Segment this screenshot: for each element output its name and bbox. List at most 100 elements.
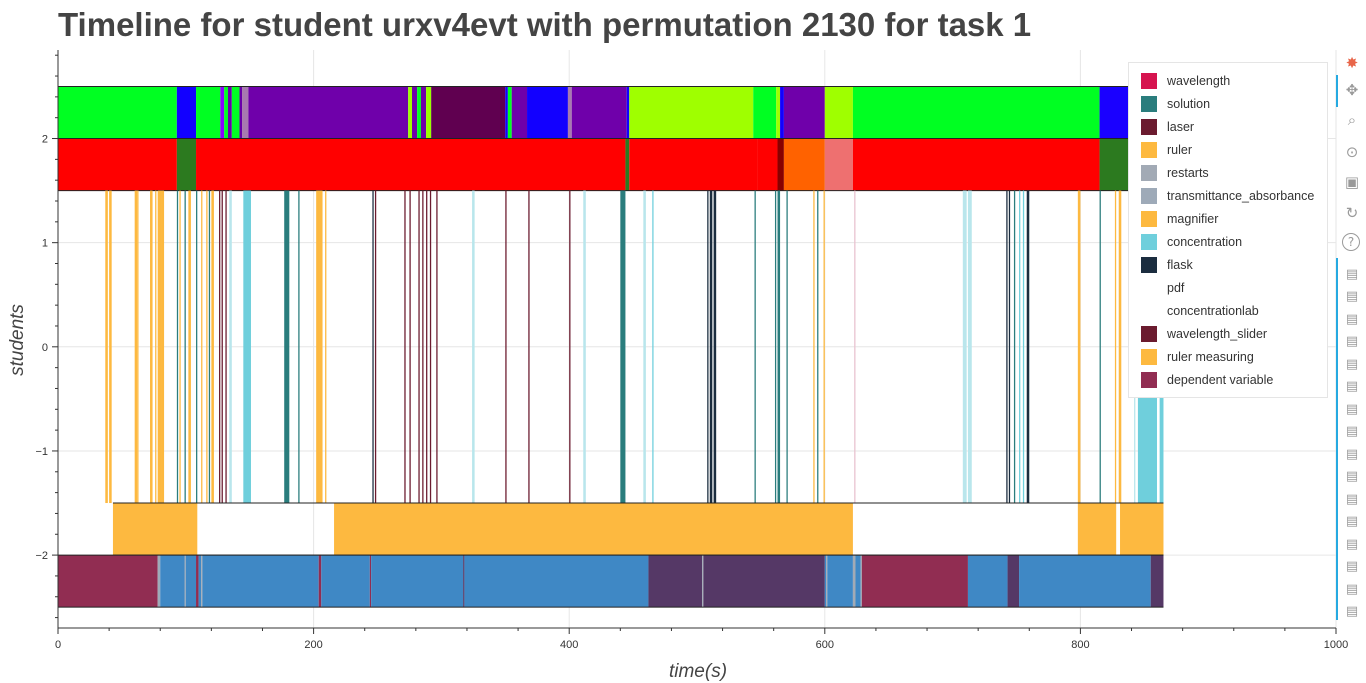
timeline-segment bbox=[319, 190, 323, 504]
hover-icon[interactable]: ▤ bbox=[1345, 334, 1359, 349]
timeline-segment bbox=[109, 190, 112, 504]
legend-swatch bbox=[1141, 279, 1157, 296]
legend-item[interactable]: concentration bbox=[1129, 230, 1327, 253]
legend-swatch bbox=[1141, 233, 1157, 250]
timeline-segment bbox=[709, 190, 713, 504]
timeline-segment bbox=[1022, 190, 1025, 504]
timeline-segment bbox=[325, 190, 327, 504]
hover-icon[interactable]: ▤ bbox=[1345, 401, 1359, 417]
pan-icon[interactable]: ✥ bbox=[1345, 81, 1359, 99]
legend-item[interactable]: pdf bbox=[1129, 276, 1327, 299]
timeline-segment bbox=[827, 555, 853, 608]
legend-label: flask bbox=[1167, 257, 1193, 272]
x-tick-label: 400 bbox=[560, 639, 578, 651]
timeline-segment bbox=[652, 190, 654, 504]
legend-label: concentrationlab bbox=[1167, 303, 1259, 318]
timeline-segment bbox=[757, 138, 778, 191]
timeline-segment bbox=[583, 190, 586, 504]
legend-label: solution bbox=[1167, 96, 1211, 111]
legend-item[interactable]: flask bbox=[1129, 253, 1327, 276]
legend-swatch bbox=[1141, 348, 1157, 365]
active-tool-indicator bbox=[1336, 258, 1338, 620]
timeline-segment bbox=[242, 86, 249, 139]
timeline-segment bbox=[179, 190, 181, 504]
wheel-zoom-icon[interactable]: ⊙ bbox=[1345, 143, 1359, 161]
timeline-segment bbox=[243, 190, 251, 504]
reset-icon[interactable]: ↻ bbox=[1345, 204, 1359, 222]
plot-toolbar: ✸ ✥ ⌕ ⊙ ▣ ↻? ▤ ▤ ▤ ▤ ▤ ▤ ▤ ▤ ▤ ▤ ▤ ▤ ▤ ▤ ▤ ▤ bbox=[1336, 50, 1366, 640]
timeline-segment bbox=[188, 190, 191, 504]
hover-icon[interactable]: ▤ bbox=[1345, 491, 1359, 507]
legend-item[interactable]: magnifier bbox=[1129, 207, 1327, 230]
hover-icon[interactable]: ▤ bbox=[1345, 469, 1359, 484]
timeline-segment bbox=[505, 190, 507, 504]
timeline-segment bbox=[404, 190, 406, 504]
hover-icon[interactable]: ▤ bbox=[1345, 266, 1359, 282]
legend-item[interactable]: transmittance_absorbance bbox=[1129, 184, 1327, 207]
legend-item[interactable]: ruler bbox=[1129, 138, 1327, 161]
timeline-segment bbox=[196, 190, 198, 504]
hover-icon[interactable]: ▤ bbox=[1345, 536, 1359, 552]
timeline-segment bbox=[202, 555, 319, 608]
legend-item[interactable]: wavelength bbox=[1129, 69, 1327, 92]
timeline-segment bbox=[777, 190, 781, 504]
timeline-segment bbox=[527, 86, 568, 139]
timeline-segment bbox=[753, 86, 777, 139]
timeline-segment bbox=[1077, 190, 1081, 504]
y-tick-label: 2 bbox=[42, 134, 48, 146]
timeline-segment bbox=[854, 190, 856, 504]
legend-swatch bbox=[1141, 302, 1157, 319]
help-icon[interactable]: ? bbox=[1342, 233, 1360, 251]
timeline-segment bbox=[648, 555, 703, 608]
hover-icon[interactable]: ▤ bbox=[1345, 356, 1359, 372]
y-axis-label: students bbox=[7, 304, 28, 376]
timeline-segment bbox=[962, 190, 967, 504]
hover-icon[interactable]: ▤ bbox=[1345, 559, 1359, 574]
timeline-segment bbox=[220, 86, 225, 139]
legend-item[interactable]: solution bbox=[1129, 92, 1327, 115]
legend-label: magnifier bbox=[1167, 211, 1219, 226]
save-icon[interactable]: ▣ bbox=[1344, 173, 1360, 191]
hover-icon[interactable]: ▤ bbox=[1345, 446, 1359, 462]
hover-icon[interactable]: ▤ bbox=[1345, 311, 1359, 327]
timeline-segment bbox=[528, 190, 530, 504]
timeline-segment bbox=[417, 86, 421, 139]
hover-icon[interactable]: ▤ bbox=[1345, 514, 1359, 529]
timeline-segment bbox=[826, 555, 828, 608]
legend-swatch bbox=[1141, 187, 1157, 204]
legend-item[interactable]: restarts bbox=[1129, 161, 1327, 184]
activity-segments bbox=[58, 85, 1164, 608]
timeline-segment bbox=[472, 190, 475, 504]
timeline-segment bbox=[1114, 190, 1117, 504]
hover-icon[interactable]: ▤ bbox=[1345, 289, 1359, 304]
box-zoom-icon[interactable]: ⌕ bbox=[1347, 111, 1357, 129]
legend-swatch bbox=[1141, 95, 1157, 112]
legend-item[interactable]: ruler measuring bbox=[1129, 345, 1327, 368]
timeline-segment bbox=[298, 190, 300, 504]
timeline-segment bbox=[1099, 138, 1129, 191]
hover-icon[interactable]: ▤ bbox=[1345, 379, 1359, 394]
x-tick-label: 0 bbox=[55, 639, 61, 651]
legend-item[interactable]: dependent variable bbox=[1129, 368, 1327, 391]
legend-item[interactable]: laser bbox=[1129, 115, 1327, 138]
hover-icon[interactable]: ▤ bbox=[1345, 581, 1359, 597]
legend-swatch bbox=[1141, 256, 1157, 273]
timeline-segment bbox=[1019, 555, 1151, 608]
timeline-segment bbox=[224, 86, 228, 139]
timeline-segment bbox=[1026, 190, 1030, 504]
timeline-segment bbox=[227, 86, 232, 139]
hover-icon[interactable]: ▤ bbox=[1345, 604, 1359, 619]
timeline-segment bbox=[225, 190, 227, 504]
timeline-segment bbox=[780, 86, 784, 139]
timeline-segment bbox=[316, 190, 320, 504]
timeline-segment bbox=[198, 555, 202, 608]
timeline-segment bbox=[369, 555, 372, 608]
timeline-segment bbox=[134, 190, 138, 504]
hover-icon[interactable]: ▤ bbox=[1345, 424, 1359, 439]
legend-label: wavelength_slider bbox=[1167, 326, 1268, 341]
timeline-segment bbox=[155, 190, 157, 504]
legend-item[interactable]: concentrationlab bbox=[1129, 299, 1327, 322]
legend-swatch bbox=[1141, 325, 1157, 342]
legend-item[interactable]: wavelength_slider bbox=[1129, 322, 1327, 345]
